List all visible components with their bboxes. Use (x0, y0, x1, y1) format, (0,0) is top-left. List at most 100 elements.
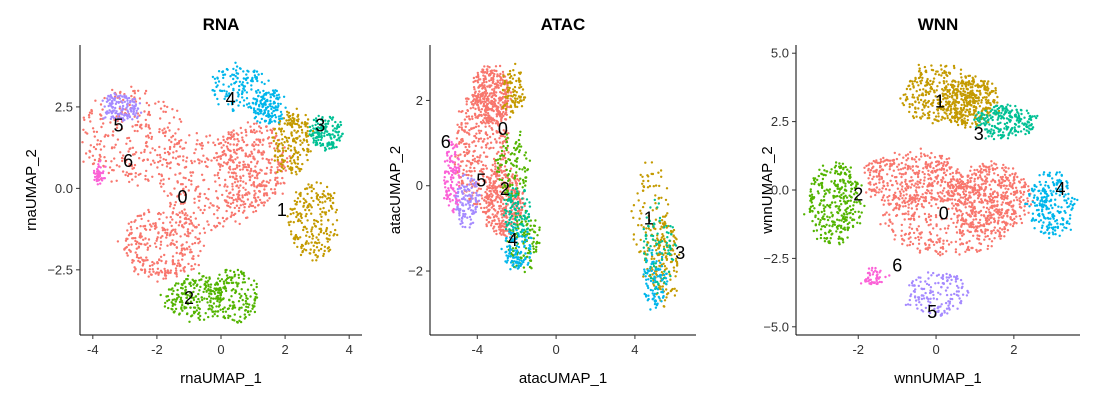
point (493, 205, 495, 207)
point (464, 216, 466, 218)
point (315, 220, 317, 222)
point (327, 240, 329, 242)
point (299, 168, 301, 170)
point (291, 172, 293, 174)
point (301, 163, 303, 165)
point (644, 162, 646, 164)
point (261, 169, 263, 171)
point (209, 286, 211, 288)
point (655, 307, 657, 309)
point (263, 192, 265, 194)
point (181, 258, 183, 260)
point (177, 181, 179, 183)
point (161, 164, 163, 166)
point (502, 142, 504, 144)
point (465, 146, 467, 148)
point (481, 146, 483, 148)
point (239, 184, 241, 186)
point (130, 86, 132, 88)
point (499, 79, 501, 81)
point (175, 267, 177, 269)
point (517, 256, 519, 258)
point (194, 263, 196, 265)
point (225, 162, 227, 164)
umap-figure: RNA0123456-4 -2 0 2 4−2.50.02.5rnaUMAP_1rnaU… (0, 0, 1097, 403)
point (448, 194, 450, 196)
point (256, 120, 258, 122)
point (224, 271, 226, 273)
point (528, 216, 530, 218)
point (249, 203, 251, 205)
point (290, 213, 292, 215)
point (525, 235, 527, 237)
point (485, 111, 487, 113)
point (249, 106, 251, 108)
point (222, 225, 224, 227)
point (232, 188, 234, 190)
point (144, 178, 146, 180)
point (639, 210, 641, 212)
point (521, 105, 523, 107)
point (664, 299, 666, 301)
point (113, 99, 115, 101)
point (147, 249, 149, 251)
point (232, 301, 234, 303)
point (458, 158, 460, 160)
point (505, 111, 507, 113)
point (334, 121, 336, 123)
point (526, 198, 528, 200)
point (515, 195, 517, 197)
point (273, 140, 275, 142)
point (321, 201, 323, 203)
cluster-label-5: 5 (476, 170, 486, 190)
point (100, 148, 102, 150)
point (491, 119, 493, 121)
point (656, 252, 658, 254)
point (131, 259, 133, 261)
point (230, 155, 232, 157)
point (130, 251, 132, 253)
point (670, 230, 672, 232)
point (516, 98, 518, 100)
point (505, 240, 507, 242)
point (489, 203, 491, 205)
point (152, 268, 154, 270)
point (457, 208, 459, 210)
point (172, 234, 174, 236)
point (240, 270, 242, 272)
point (486, 156, 488, 158)
point (658, 197, 660, 199)
point (268, 197, 270, 199)
point (305, 114, 307, 116)
point (175, 270, 177, 272)
point (496, 80, 498, 82)
point (651, 161, 653, 163)
point (221, 71, 223, 73)
point (311, 233, 313, 235)
point (513, 102, 515, 104)
point (516, 216, 518, 218)
point (282, 147, 284, 149)
point (96, 175, 98, 177)
point (516, 191, 518, 193)
point (519, 134, 521, 136)
point (652, 238, 654, 240)
point (138, 242, 140, 244)
point (134, 92, 136, 94)
point (220, 294, 222, 296)
point (504, 260, 506, 262)
point (228, 171, 230, 173)
point (244, 129, 246, 131)
point (667, 232, 669, 234)
point (654, 240, 656, 242)
point (491, 88, 493, 90)
point (472, 204, 474, 206)
point (295, 203, 297, 205)
point (231, 131, 233, 133)
point (234, 207, 236, 209)
point (287, 122, 289, 124)
cluster-label-6: 6 (441, 132, 451, 152)
point (155, 246, 157, 248)
point (659, 262, 661, 264)
point (118, 102, 120, 104)
